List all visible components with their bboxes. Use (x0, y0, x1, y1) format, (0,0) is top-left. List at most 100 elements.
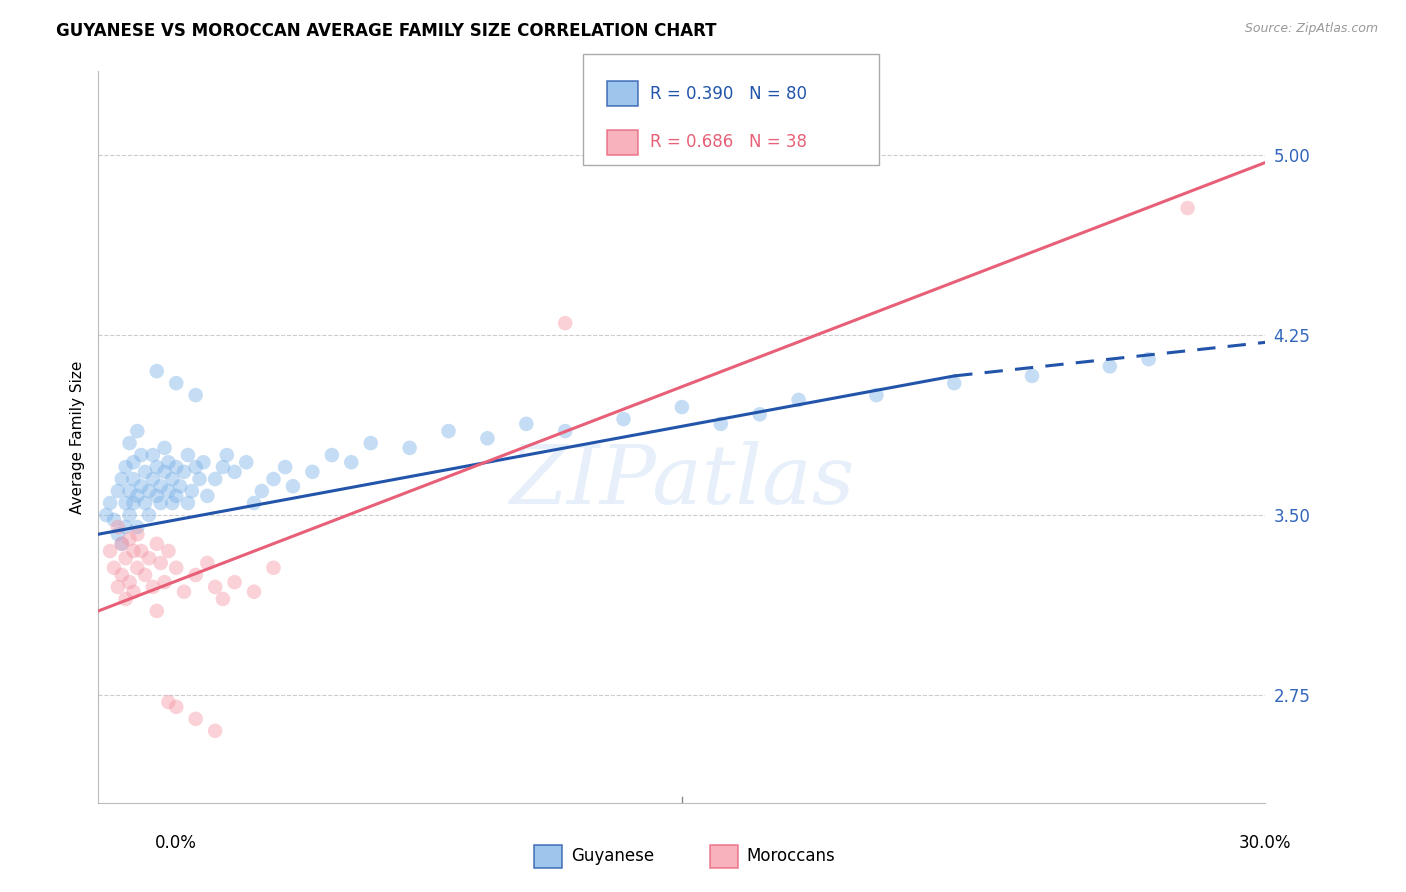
Point (114, 460, 136, 475)
Point (118, 508, 141, 522)
Point (98, 496, 121, 510)
Point (138, 483, 160, 498)
Point (118, 483, 141, 498)
Point (195, 489, 218, 503)
Point (146, 604, 169, 618)
Point (111, 537, 134, 551)
Point (146, 460, 169, 475)
Text: GUYANESE VS MOROCCAN AVERAGE FAMILY SIZE CORRELATION CHART: GUYANESE VS MOROCCAN AVERAGE FAMILY SIZE… (56, 22, 717, 40)
Point (224, 575, 246, 590)
Point (127, 489, 149, 503)
Point (129, 479, 152, 493)
Point (149, 496, 172, 510)
Point (111, 472, 134, 486)
Point (127, 520, 149, 534)
Point (184, 388, 207, 402)
Point (195, 556, 218, 570)
Point (177, 448, 200, 462)
Point (111, 568, 134, 582)
Point (157, 695, 180, 709)
Point (215, 448, 238, 462)
Point (103, 561, 125, 575)
Point (243, 584, 266, 599)
Point (146, 489, 169, 503)
Point (515, 417, 537, 431)
Point (165, 376, 187, 391)
Point (165, 699, 187, 714)
Point (122, 496, 145, 510)
Point (118, 575, 141, 590)
Point (204, 723, 226, 738)
Point (142, 448, 165, 462)
Point (157, 483, 180, 498)
Point (180, 483, 202, 498)
Point (224, 465, 246, 479)
Point (96, 508, 118, 522)
Point (122, 544, 145, 558)
Point (114, 496, 136, 510)
Point (554, 424, 576, 438)
Point (142, 472, 165, 486)
Point (321, 448, 343, 462)
Point (204, 580, 226, 594)
Point (671, 400, 693, 414)
Point (107, 520, 129, 534)
Point (235, 455, 257, 469)
Point (184, 712, 207, 726)
Point (204, 472, 226, 486)
Point (153, 441, 176, 455)
Point (146, 537, 169, 551)
Point (865, 388, 887, 402)
Point (122, 584, 145, 599)
Text: Source: ZipAtlas.com: Source: ZipAtlas.com (1244, 22, 1378, 36)
Point (153, 575, 176, 590)
Point (1177, 201, 1199, 215)
Point (118, 532, 141, 546)
Point (1021, 368, 1043, 383)
Point (360, 436, 382, 450)
Point (188, 472, 211, 486)
Point (107, 483, 129, 498)
Point (169, 479, 191, 493)
Point (1098, 359, 1121, 374)
Point (111, 537, 134, 551)
Point (107, 580, 129, 594)
Point (157, 455, 180, 469)
Point (184, 460, 207, 475)
Point (98, 544, 121, 558)
Point (710, 417, 733, 431)
Point (301, 465, 323, 479)
Point (149, 479, 172, 493)
Point (134, 568, 156, 582)
Point (149, 556, 172, 570)
Point (142, 580, 165, 594)
Point (134, 465, 156, 479)
Point (114, 551, 136, 566)
Point (118, 436, 141, 450)
Text: Moroccans: Moroccans (747, 847, 835, 865)
Point (173, 465, 195, 479)
Point (129, 448, 152, 462)
Point (262, 561, 284, 575)
Point (122, 472, 145, 486)
Point (340, 455, 363, 469)
Point (146, 364, 169, 378)
Point (122, 455, 145, 469)
Point (398, 441, 420, 455)
Point (127, 561, 149, 575)
Point (114, 520, 136, 534)
Point (103, 513, 125, 527)
Point (162, 496, 184, 510)
Text: R = 0.390   N = 80: R = 0.390 N = 80 (650, 85, 807, 103)
Text: 0.0%: 0.0% (155, 834, 197, 852)
Point (184, 568, 207, 582)
Point (193, 455, 215, 469)
Point (165, 561, 187, 575)
Point (1137, 352, 1160, 367)
Point (107, 527, 129, 541)
Point (212, 460, 235, 475)
Point (177, 496, 200, 510)
Point (157, 544, 180, 558)
Point (173, 584, 195, 599)
Point (127, 424, 149, 438)
